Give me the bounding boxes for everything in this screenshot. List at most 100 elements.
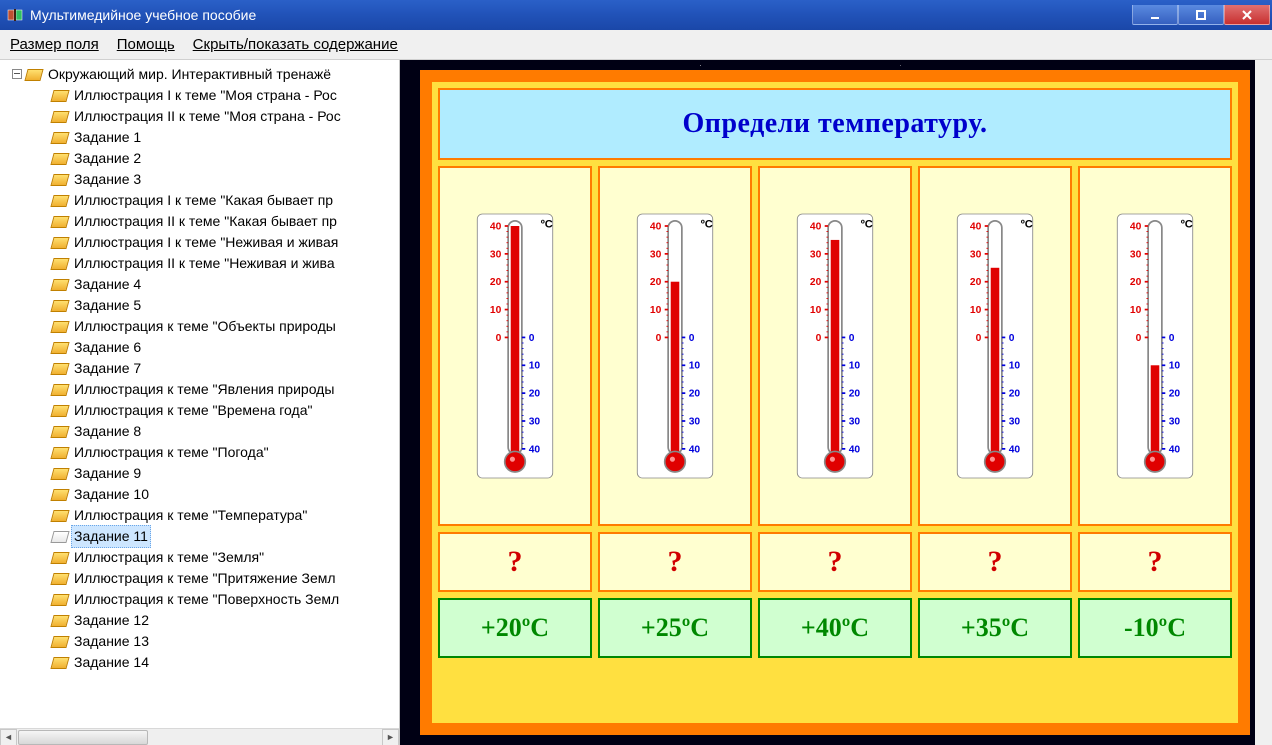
tree-root-node[interactable]: Окружающий мир. Интерактивный тренажё: [12, 64, 397, 85]
svg-text:ºC: ºC: [1181, 219, 1193, 231]
tree-item[interactable]: Задание 4: [52, 274, 397, 295]
svg-text:30: 30: [1009, 416, 1021, 427]
page-icon: [50, 468, 69, 480]
svg-text:40: 40: [1169, 444, 1181, 455]
tree-item[interactable]: Иллюстрация I к теме "Неживая и живая: [52, 232, 397, 253]
content-vscrollbar[interactable]: [1255, 60, 1272, 745]
tree-item-label: Иллюстрация к теме "Погода": [74, 442, 269, 463]
page-icon: [50, 489, 69, 501]
svg-text:ºC: ºC: [701, 219, 713, 231]
tree-item[interactable]: Задание 14: [52, 652, 397, 673]
tree-item[interactable]: Задание 9: [52, 463, 397, 484]
scroll-left-icon[interactable]: ◄: [0, 729, 17, 745]
tree-item[interactable]: Задание 10: [52, 484, 397, 505]
tree-item[interactable]: Задание 7: [52, 358, 397, 379]
thermometer-card[interactable]: ºC 403020100010203040: [918, 166, 1072, 526]
question-box[interactable]: ?: [598, 532, 752, 592]
tree[interactable]: Окружающий мир. Интерактивный тренажё Ил…: [0, 60, 399, 728]
tree-item-label: Задание 13: [74, 631, 149, 652]
svg-text:30: 30: [1130, 249, 1142, 260]
svg-text:30: 30: [970, 249, 982, 260]
tree-item[interactable]: Иллюстрация II к теме "Неживая и жива: [52, 253, 397, 274]
tree-item[interactable]: Иллюстрация к теме "Притяжение Земл: [52, 568, 397, 589]
tree-item[interactable]: Иллюстрация к теме "Температура": [52, 505, 397, 526]
thermometer-card[interactable]: ºC 403020100010203040: [1078, 166, 1232, 526]
svg-text:40: 40: [1009, 444, 1021, 455]
menu-help[interactable]: Помощь: [117, 36, 175, 54]
page-icon: [50, 573, 69, 585]
tree-item[interactable]: Задание 12: [52, 610, 397, 631]
collapse-icon[interactable]: [12, 69, 22, 79]
tree-root-label: Окружающий мир. Интерактивный тренажё: [48, 64, 331, 85]
answer-chip[interactable]: -10ºC: [1078, 598, 1232, 658]
svg-text:20: 20: [689, 389, 701, 400]
tree-hscrollbar[interactable]: ◄ ►: [0, 728, 399, 745]
tree-item[interactable]: Иллюстрация к теме "Времена года": [52, 400, 397, 421]
content-panel: Определи температуру. ºC 403020100010203…: [400, 60, 1272, 745]
tree-item-label: Иллюстрация I к теме "Моя страна - Рос: [74, 85, 337, 106]
answer-chip[interactable]: +40ºC: [758, 598, 912, 658]
tree-item[interactable]: Иллюстрация к теме "Явления природы: [52, 379, 397, 400]
tree-item[interactable]: Задание 8: [52, 421, 397, 442]
tree-item[interactable]: Иллюстрация к теме "Погода": [52, 442, 397, 463]
page-icon: [50, 615, 69, 627]
answer-chip[interactable]: +25ºC: [598, 598, 752, 658]
scroll-thumb[interactable]: [18, 730, 148, 745]
scroll-right-icon[interactable]: ►: [382, 729, 399, 745]
page-icon: [50, 132, 69, 144]
svg-text:0: 0: [656, 333, 662, 344]
slide-inner: Определи температуру. ºC 403020100010203…: [432, 82, 1238, 723]
tree-item-label: Иллюстрация к теме "Температура": [74, 505, 307, 526]
tree-item-label: Задание 7: [74, 358, 141, 379]
tree-item[interactable]: Иллюстрация I к теме "Какая бывает пр: [52, 190, 397, 211]
thermometer-column: ºC 403020100010203040 ?: [598, 166, 752, 592]
tree-item[interactable]: Задание 1: [52, 127, 397, 148]
question-box[interactable]: ?: [438, 532, 592, 592]
tree-item[interactable]: Задание 3: [52, 169, 397, 190]
page-icon: [50, 321, 69, 333]
page-icon: [50, 384, 69, 396]
question-box[interactable]: ?: [1078, 532, 1232, 592]
svg-text:40: 40: [490, 221, 502, 232]
thermometer-card[interactable]: ºC 403020100010203040: [598, 166, 752, 526]
svg-text:40: 40: [529, 444, 541, 455]
tree-item-label: Иллюстрация I к теме "Неживая и живая: [74, 232, 338, 253]
tree-item[interactable]: Иллюстрация к теме "Земля": [52, 547, 397, 568]
tree-item[interactable]: Задание 13: [52, 631, 397, 652]
thermometer-card[interactable]: ºC 403020100010203040: [758, 166, 912, 526]
answer-chip[interactable]: +35ºC: [918, 598, 1072, 658]
menu-toggle-toc[interactable]: Скрыть/показать содержание: [193, 36, 398, 54]
minimize-button[interactable]: [1132, 5, 1178, 25]
thermometer-column: ºC 403020100010203040 ?: [758, 166, 912, 592]
tree-item[interactable]: Задание 6: [52, 337, 397, 358]
tree-item[interactable]: Иллюстрация к теме "Объекты природы: [52, 316, 397, 337]
tree-panel: Окружающий мир. Интерактивный тренажё Ил…: [0, 60, 400, 745]
tree-item[interactable]: Иллюстрация к теме "Поверхность Земл: [52, 589, 397, 610]
menu-field-size[interactable]: Размер поля: [10, 36, 99, 54]
svg-text:0: 0: [689, 333, 695, 344]
question-box[interactable]: ?: [918, 532, 1072, 592]
page-icon: [50, 279, 69, 291]
tree-item[interactable]: Задание 2: [52, 148, 397, 169]
tree-item[interactable]: Иллюстрация II к теме "Моя страна - Рос: [52, 106, 397, 127]
scroll-track[interactable]: [17, 729, 382, 745]
tree-item-label: Задание 14: [74, 652, 149, 673]
svg-text:30: 30: [490, 249, 502, 260]
tree-item[interactable]: Задание 5: [52, 295, 397, 316]
answer-chip[interactable]: +20ºC: [438, 598, 592, 658]
tree-item-label: Задание 2: [74, 148, 141, 169]
svg-text:30: 30: [1169, 416, 1181, 427]
maximize-button[interactable]: [1178, 5, 1224, 25]
svg-text:30: 30: [810, 249, 822, 260]
tree-item[interactable]: Иллюстрация II к теме "Какая бывает пр: [52, 211, 397, 232]
page-icon: [50, 594, 69, 606]
svg-text:20: 20: [529, 389, 541, 400]
question-box[interactable]: ?: [758, 532, 912, 592]
svg-text:10: 10: [1009, 361, 1021, 372]
page-icon: [50, 405, 69, 417]
thermometer-card[interactable]: ºC 403020100010203040: [438, 166, 592, 526]
main-split: Окружающий мир. Интерактивный тренажё Ил…: [0, 60, 1272, 745]
tree-item[interactable]: Задание 11: [52, 526, 397, 547]
tree-item[interactable]: Иллюстрация I к теме "Моя страна - Рос: [52, 85, 397, 106]
close-button[interactable]: [1224, 5, 1270, 25]
